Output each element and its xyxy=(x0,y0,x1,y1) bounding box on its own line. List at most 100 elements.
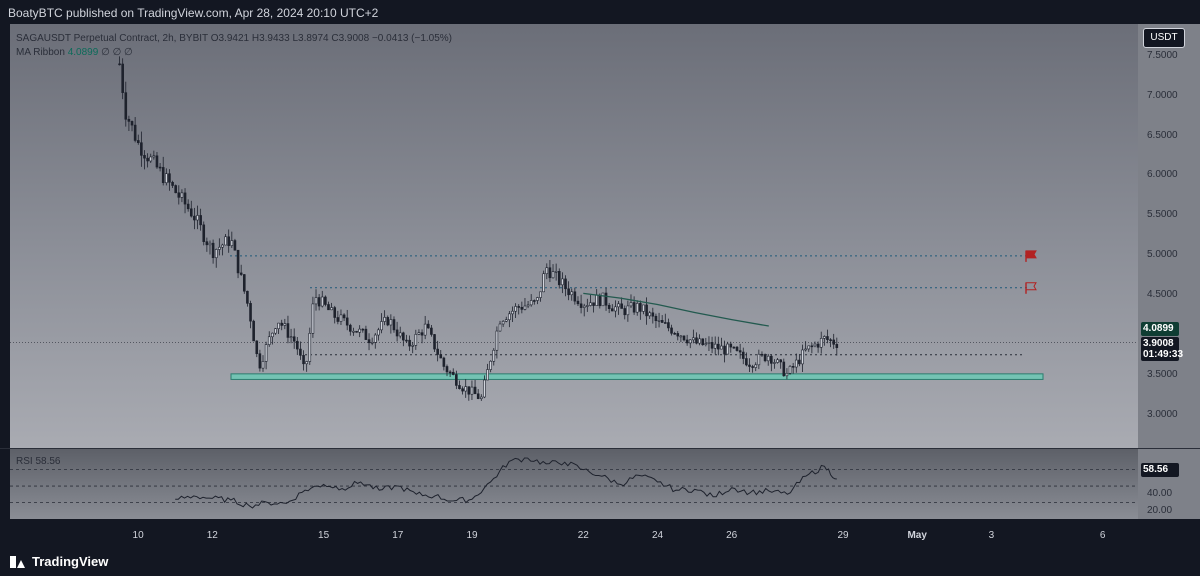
candle-body xyxy=(582,305,586,308)
candle-body xyxy=(358,328,361,333)
candle-body xyxy=(289,336,293,339)
candle-body xyxy=(230,240,234,246)
header-bar: BoatyBTC published on TradingView.com, A… xyxy=(0,0,1200,24)
candle-body xyxy=(133,124,137,141)
candle-body xyxy=(651,312,655,317)
candle-body xyxy=(738,350,742,353)
tradingview-brand[interactable]: TradingView xyxy=(10,554,108,569)
rsi-tick: 20.00 xyxy=(1147,504,1173,516)
candle-body xyxy=(819,338,823,348)
candle-body xyxy=(189,208,193,217)
candle-body xyxy=(639,303,642,312)
candle-body xyxy=(529,300,533,306)
ma-ribbon-line xyxy=(583,292,769,327)
candle-body xyxy=(130,121,134,126)
candle-body xyxy=(498,323,502,332)
candle-body xyxy=(218,246,221,250)
candle-body xyxy=(601,292,605,307)
price-tick: 7.0000 xyxy=(1147,89,1178,101)
rsi-axis[interactable] xyxy=(1138,449,1200,519)
candle-body xyxy=(439,354,443,359)
candle-body xyxy=(355,330,358,333)
candle-body xyxy=(748,364,751,367)
candle-body xyxy=(667,322,670,329)
candle-body xyxy=(264,344,268,362)
candle-body xyxy=(124,92,128,120)
candle-body xyxy=(539,291,542,298)
candle-body xyxy=(339,314,343,322)
candle-body xyxy=(526,304,530,307)
candle-body xyxy=(417,332,421,335)
candle-body xyxy=(586,305,589,307)
candle-body xyxy=(364,328,368,340)
candle-body xyxy=(760,353,764,356)
price-axis[interactable] xyxy=(1138,24,1200,448)
candle-body xyxy=(533,300,536,302)
candle-body xyxy=(557,271,561,286)
candle-body xyxy=(579,303,583,308)
candle-body xyxy=(779,359,782,363)
candle-body xyxy=(688,339,692,344)
candle-body xyxy=(402,332,405,341)
candle-body xyxy=(430,327,433,335)
candle-body xyxy=(501,321,505,325)
ma-ribbon-legend: MA Ribbon 4.0899 ∅ ∅ ∅ xyxy=(16,46,452,60)
ma-ribbon-label: MA Ribbon xyxy=(16,47,65,58)
candle-body xyxy=(654,315,658,322)
ma-ribbon-extras: ∅ ∅ ∅ xyxy=(101,47,133,58)
candle-body xyxy=(598,294,602,307)
candle-body xyxy=(770,355,773,364)
candle-body xyxy=(165,173,168,184)
candle-body xyxy=(336,317,340,322)
candle-body xyxy=(508,313,511,321)
time-tick: 24 xyxy=(651,530,664,541)
candle-body xyxy=(177,192,181,198)
candle-body xyxy=(236,249,240,274)
candle-body xyxy=(801,349,804,365)
candle-body xyxy=(804,348,807,351)
candle-body xyxy=(314,297,318,305)
candle-body xyxy=(829,339,832,341)
candle-body xyxy=(729,343,733,348)
rsi-pane[interactable] xyxy=(10,449,1138,519)
candle-body xyxy=(470,386,474,395)
candle-body xyxy=(788,366,792,374)
candle-body xyxy=(221,244,224,248)
price-tick: 7.5000 xyxy=(1147,49,1178,61)
time-axis[interactable] xyxy=(10,519,1138,547)
candle-body xyxy=(183,192,187,205)
candle-body xyxy=(367,339,371,344)
candle-body xyxy=(161,167,165,184)
candle-body xyxy=(810,345,814,348)
currency-button[interactable]: USDT xyxy=(1143,28,1185,48)
candle-body xyxy=(607,304,611,309)
candle-body xyxy=(180,192,184,198)
candle-body xyxy=(492,349,496,362)
candle-body xyxy=(604,292,608,306)
candle-body xyxy=(614,306,617,312)
candle-body xyxy=(296,340,299,350)
candle-body xyxy=(208,242,212,246)
candle-body xyxy=(242,274,246,292)
candle-body xyxy=(311,303,315,334)
candle-body xyxy=(143,155,146,159)
candle-body xyxy=(561,278,564,286)
candle-body xyxy=(576,300,580,305)
candle-body xyxy=(773,362,776,364)
candle-body xyxy=(158,166,162,169)
flag-shape xyxy=(1025,250,1037,259)
candle-body xyxy=(426,323,430,329)
candle-body xyxy=(274,328,277,334)
candle-body xyxy=(632,302,636,313)
candle-body xyxy=(370,341,374,344)
candle-body xyxy=(448,371,452,374)
candle-body xyxy=(670,327,673,334)
candle-body xyxy=(224,236,227,246)
time-tick: 12 xyxy=(206,530,218,541)
candle-body xyxy=(620,303,623,309)
candle-body xyxy=(589,302,592,306)
candle-body xyxy=(720,345,723,350)
candle-body xyxy=(673,332,676,335)
flag-shape xyxy=(1025,282,1037,291)
candle-body xyxy=(411,345,414,347)
